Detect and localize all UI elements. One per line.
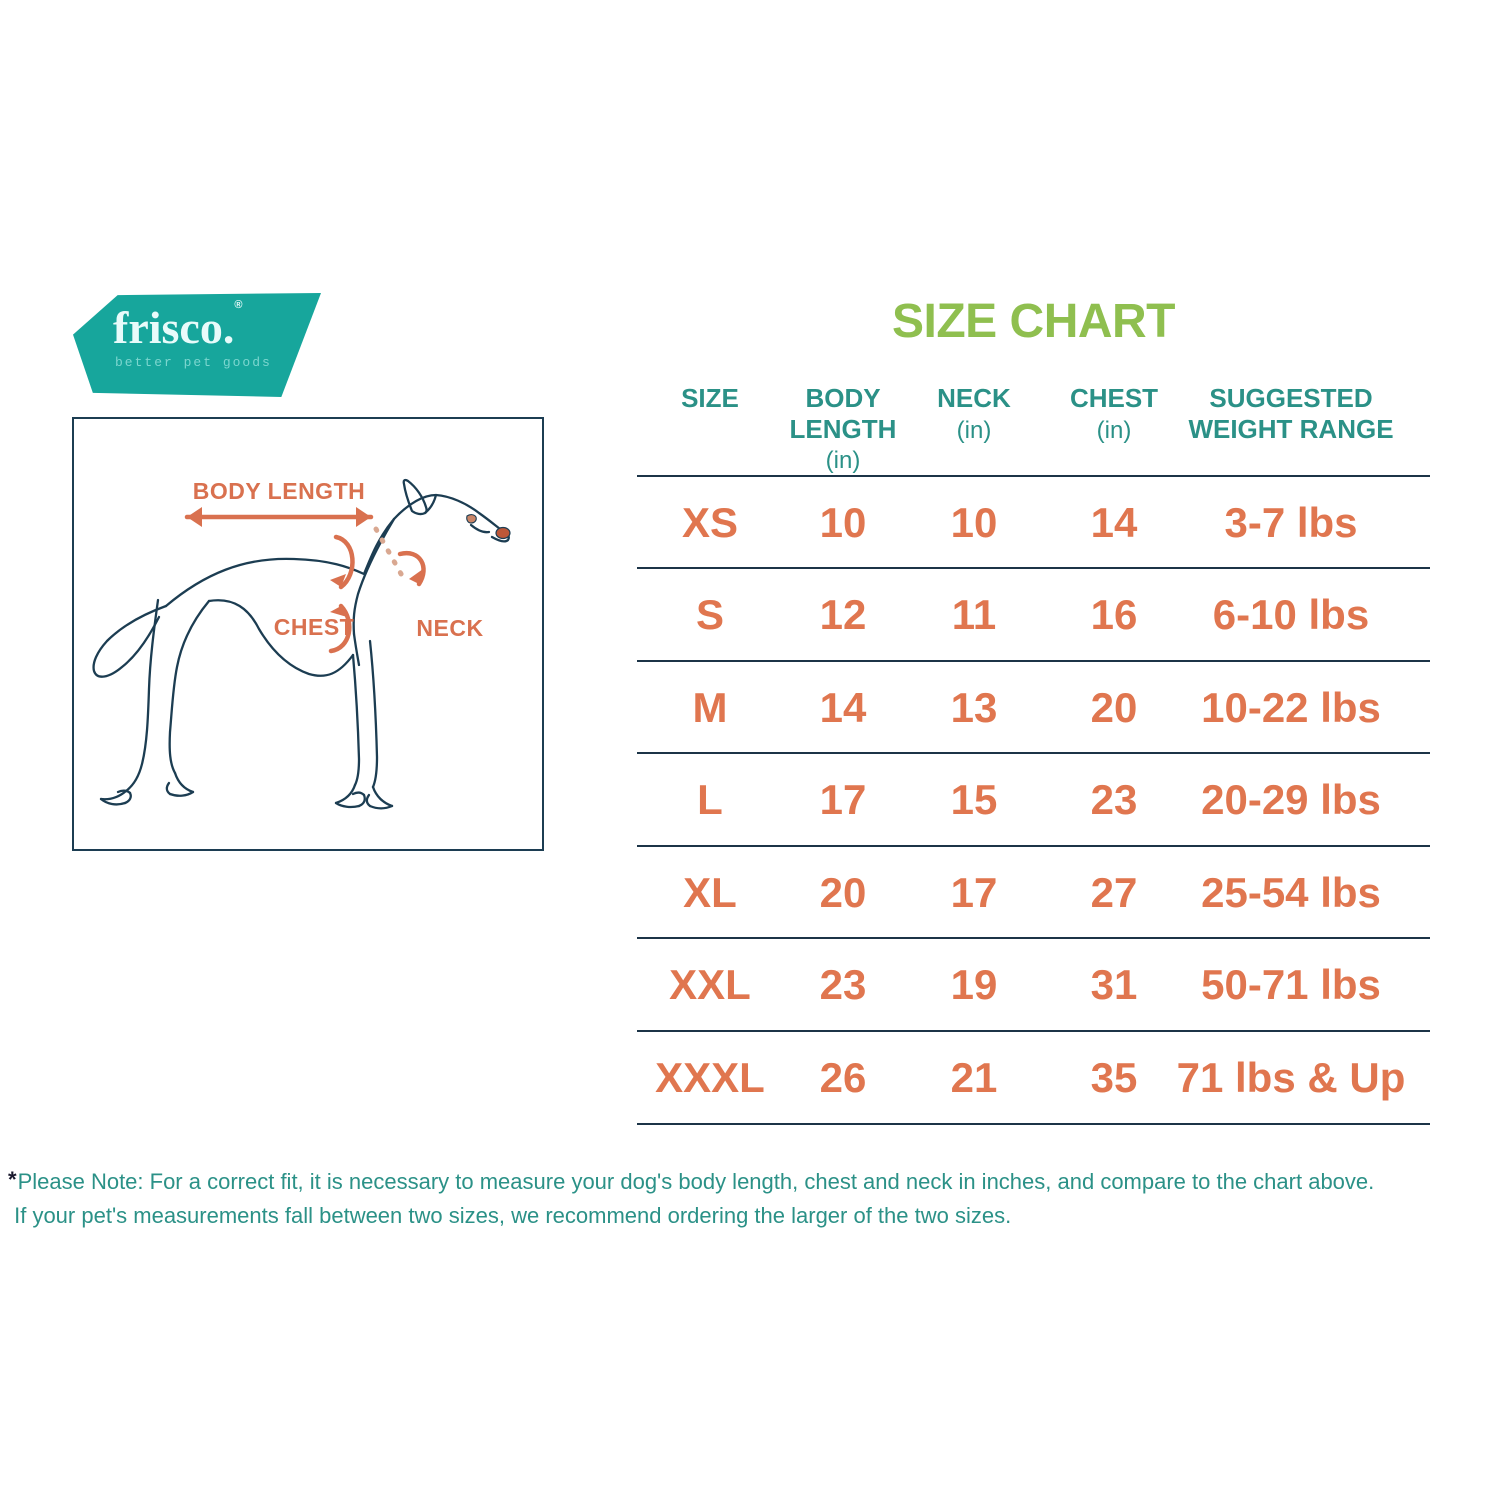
svg-text:CHEST: CHEST (274, 614, 354, 640)
svg-text:NECK: NECK (416, 615, 483, 641)
svg-text:BODY LENGTH: BODY LENGTH (193, 478, 365, 504)
